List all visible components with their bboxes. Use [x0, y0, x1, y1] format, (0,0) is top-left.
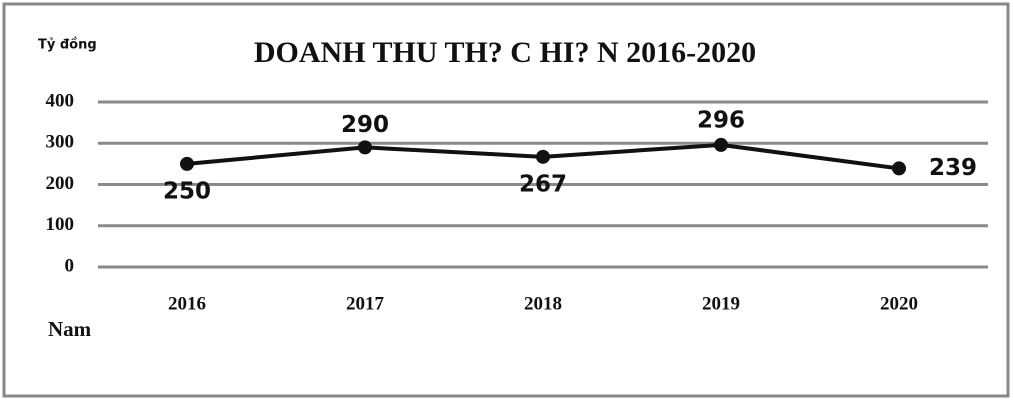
point [358, 140, 372, 155]
x-tick-label: 2018 [524, 293, 562, 314]
data-label: 267 [519, 171, 567, 197]
y-axis-label: Tỷ đồng [38, 38, 97, 53]
x-tick-label: 2020 [880, 293, 918, 314]
x-tick-label: 2019 [702, 293, 740, 314]
x-axis-label: Nam [48, 317, 92, 341]
y-tick-label: 400 [46, 90, 75, 111]
point [714, 137, 728, 152]
data-label: 290 [341, 112, 389, 138]
data-label: 250 [163, 178, 211, 204]
x-tick-label: 2016 [168, 293, 206, 314]
point [892, 161, 906, 176]
y-tick-label: 0 [65, 255, 75, 276]
chart-title: DOANH THU TH? C HI? N 2016-2020 [254, 36, 756, 69]
data-label: 296 [697, 107, 745, 133]
y-tick-label: 200 [46, 173, 75, 194]
y-tick-label: 100 [46, 214, 75, 235]
x-tick-label: 2017 [346, 293, 385, 314]
point [180, 156, 194, 171]
y-tick-label: 300 [46, 132, 75, 153]
data-label: 239 [929, 155, 977, 181]
point [536, 149, 550, 164]
